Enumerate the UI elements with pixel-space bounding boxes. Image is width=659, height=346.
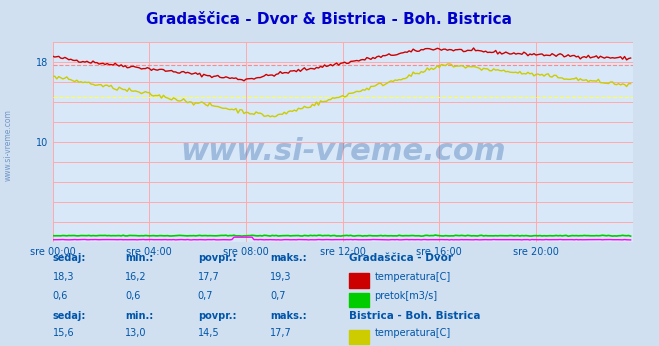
Text: 0,6: 0,6	[125, 291, 140, 301]
Text: maks.:: maks.:	[270, 311, 307, 321]
Text: pretok[m3/s]: pretok[m3/s]	[374, 291, 438, 301]
Text: Gradaščica - Dvor & Bistrica - Boh. Bistrica: Gradaščica - Dvor & Bistrica - Boh. Bist…	[146, 12, 513, 27]
Text: 17,7: 17,7	[270, 328, 292, 338]
Text: www.si-vreme.com: www.si-vreme.com	[180, 137, 505, 166]
Bar	[349, 273, 369, 288]
Text: povpr.:: povpr.:	[198, 311, 236, 321]
Text: 17,7: 17,7	[198, 272, 219, 282]
Text: 14,5: 14,5	[198, 328, 219, 338]
Text: maks.:: maks.:	[270, 253, 307, 263]
Text: sedaj:: sedaj:	[53, 311, 86, 321]
Text: Gradaščica - Dvor: Gradaščica - Dvor	[349, 253, 453, 263]
Text: 19,3: 19,3	[270, 272, 292, 282]
Text: Bistrica - Boh. Bistrica: Bistrica - Boh. Bistrica	[349, 311, 481, 321]
Text: 0,6: 0,6	[53, 291, 68, 301]
Text: min.:: min.:	[125, 253, 154, 263]
Text: povpr.:: povpr.:	[198, 253, 236, 263]
Text: www.si-vreme.com: www.si-vreme.com	[3, 109, 13, 181]
Text: min.:: min.:	[125, 311, 154, 321]
Text: temperatura[C]: temperatura[C]	[374, 328, 451, 338]
Text: 15,6: 15,6	[53, 328, 74, 338]
Text: 18,3: 18,3	[53, 272, 74, 282]
Text: 0,7: 0,7	[270, 291, 286, 301]
Bar	[349, 329, 369, 344]
Text: sedaj:: sedaj:	[53, 253, 86, 263]
Text: temperatura[C]: temperatura[C]	[374, 272, 451, 282]
Text: 0,7: 0,7	[198, 291, 214, 301]
Text: 13,0: 13,0	[125, 328, 147, 338]
Text: 16,2: 16,2	[125, 272, 147, 282]
Bar	[349, 293, 369, 307]
